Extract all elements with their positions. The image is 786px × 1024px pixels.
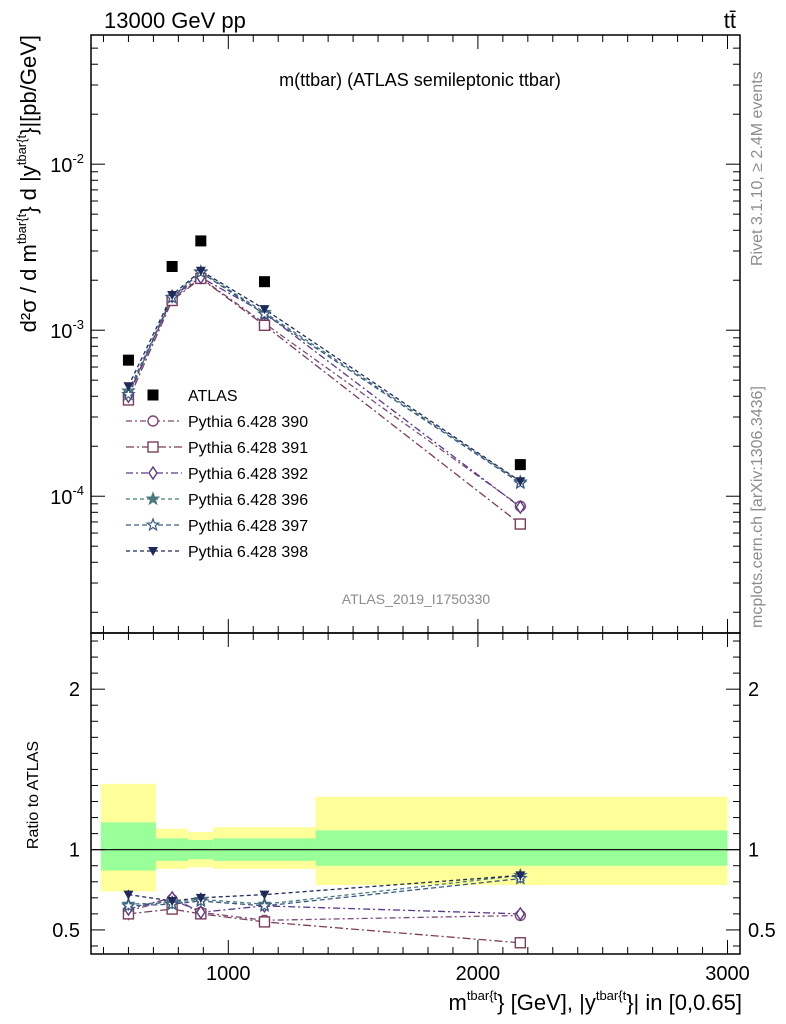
ratio-series-point [167, 897, 178, 907]
main-y-axis-label: d²σ / d mtbar{t} d |ytbar{t}|[pb/GeV] [14, 35, 41, 332]
main-panel: 10-4 10-3 10-2 m(ttbar) (ATLAS semileptoni… [14, 34, 741, 634]
legend-label: Pythia 6.428 398 [188, 544, 308, 561]
legend-marker [145, 517, 161, 532]
main-series-markers [121, 235, 528, 530]
data-point [258, 276, 270, 288]
ratio-series-point [195, 893, 206, 903]
legend-label: ATLAS [188, 388, 238, 405]
series-point [121, 386, 136, 401]
data-point [195, 235, 207, 247]
ratio-y-tick-label-left: 0.5 [52, 920, 80, 942]
mcplots-label: mcplots.cern.ch [arXiv:1306.3436] [749, 386, 766, 628]
ratio-y-tick-label-right: 0.5 [748, 920, 776, 942]
data-point [122, 354, 134, 366]
ratio-y-axis-label: Ratio to ATLAS [25, 741, 42, 849]
ratio-series-point [515, 871, 526, 881]
ratio-series-point [123, 890, 134, 900]
ratio-series-point [258, 916, 271, 928]
header-energy: 13000 GeV pp [104, 8, 246, 33]
ratio-series-point [121, 898, 136, 913]
series-point [515, 499, 526, 515]
data-point [166, 260, 178, 272]
main-y-tick-label: 10-3 [50, 317, 84, 343]
legend-label: Pythia 6.428 392 [188, 466, 308, 483]
series-point [259, 305, 270, 315]
main-y-tick-label: 10-4 [50, 483, 84, 509]
x-tick-label: 2000 [456, 963, 501, 985]
series-point [258, 319, 271, 332]
ratio-y-tick-label-right: 1 [748, 840, 759, 862]
series-point [123, 382, 134, 392]
data-point [514, 459, 526, 471]
legend-marker [148, 465, 158, 481]
main-axis-ticks: 10-4 10-3 10-2 [50, 34, 740, 633]
legend-marker [147, 389, 159, 401]
legend-marker [147, 415, 159, 427]
legend-label: Pythia 6.428 396 [188, 492, 308, 509]
rivet-label: Rivet 3.1.10, ≥ 2.4M events [749, 71, 766, 266]
legend-label: Pythia 6.428 391 [188, 440, 308, 457]
x-tick-label: 3000 [705, 963, 750, 985]
uncertainty-band-green [315, 830, 728, 866]
ratio-series-line [128, 908, 521, 944]
analysis-watermark: ATLAS_2019_I1750330 [342, 591, 491, 607]
series-point [167, 290, 178, 300]
ratio-series-point [515, 906, 526, 922]
ratio-series-point [259, 890, 270, 900]
ratio-y-tick-label-left: 1 [69, 840, 80, 862]
uncertainty-band-green [100, 822, 156, 871]
legend-label: Pythia 6.428 390 [188, 414, 308, 431]
x-tick-label: 1000 [206, 963, 251, 985]
series-point [515, 477, 526, 487]
legend-marker [148, 547, 158, 556]
legend-marker [145, 491, 161, 506]
x-axis-label: mtbar{t} [GeV], |ytbar{t}| in [0,0.65] [448, 988, 742, 1015]
legend: ATLAS Pythia 6.428 390 Pythia 6.428 391 Pyt… [126, 388, 308, 561]
ratio-y-tick-label-left: 2 [69, 679, 80, 701]
ratio-uncertainty-bands [91, 783, 740, 892]
ratio-series-point [257, 898, 272, 913]
main-y-tick-label: 10-2 [50, 151, 84, 177]
ratio-series-point [514, 937, 527, 949]
legend-marker [147, 441, 159, 453]
ratio-series-markers [121, 867, 528, 949]
ratio-axis-ticks: 0.5 0.5 1 1 2 2 1000 2000 3000 [52, 633, 776, 985]
series-line [127, 270, 521, 482]
ratio-y-tick-label-right: 2 [748, 679, 759, 701]
series-point [195, 266, 206, 276]
ratio-panel: 0.5 0.5 1 1 2 2 1000 2000 3000 Ratio to ATLAS mt… [25, 632, 776, 1015]
ratio-frame [90, 632, 741, 955]
series-point [514, 518, 527, 530]
ratio-series-point [195, 905, 206, 920]
main-title: m(ttbar) (ATLAS semileptonic ttbar) [279, 70, 561, 90]
legend-label: Pythia 6.428 397 [188, 518, 308, 535]
header-process: tt̄ [724, 8, 736, 33]
ratio-series-lines [128, 874, 521, 944]
